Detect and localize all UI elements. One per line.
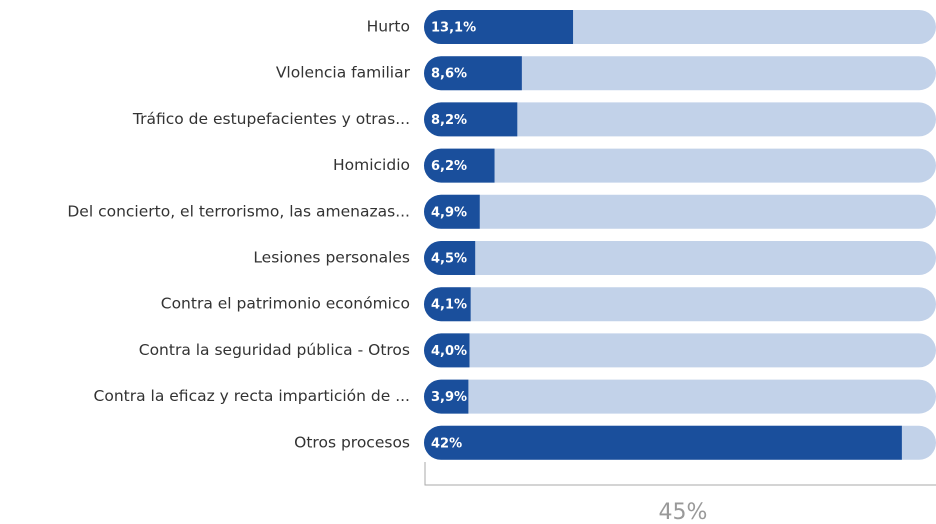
y-tick-label: Contra la seguridad pública - Otros	[139, 341, 410, 359]
y-tick-label: Homicidio	[333, 156, 410, 174]
data-label: 3,9%	[431, 390, 467, 405]
data-label: 4,1%	[431, 298, 467, 313]
y-tick-label: Vlolencia familiar	[276, 64, 411, 82]
data-label: 4,0%	[431, 344, 467, 359]
data-label: 6,2%	[431, 159, 467, 174]
y-tick-label: Tráfico de estupefacientes y otras...	[132, 110, 410, 128]
y-tick-label: Otros procesos	[294, 433, 410, 451]
y-tick-label: Del concierto, el terrorismo, las amenaz…	[67, 202, 410, 220]
chart: 45% Hurto 13,1% Vlolencia familiar 8,6% Tráf…	[0, 0, 936, 524]
data-label: 8,2%	[431, 113, 467, 128]
bar-track	[424, 287, 936, 321]
data-label: 4,5%	[431, 252, 467, 267]
axis-line	[425, 462, 936, 485]
bar-track	[424, 241, 936, 275]
bar-track	[424, 333, 936, 367]
y-tick-label: Contra el patrimonio económico	[161, 295, 410, 313]
y-tick-label: Lesiones personales	[253, 249, 410, 267]
bar-track	[424, 380, 936, 414]
data-label: 8,6%	[431, 67, 467, 82]
y-tick-label: Hurto	[367, 18, 410, 36]
y-tick-label: Contra la eficaz y recta impartición de …	[94, 387, 410, 405]
data-label: 4,9%	[431, 205, 467, 220]
bar-track	[424, 149, 936, 183]
data-label: 13,1%	[431, 21, 476, 36]
bar	[424, 426, 902, 460]
axis-label: 45%	[659, 500, 708, 524]
bar-track	[424, 195, 936, 229]
data-label: 42%	[431, 436, 462, 451]
